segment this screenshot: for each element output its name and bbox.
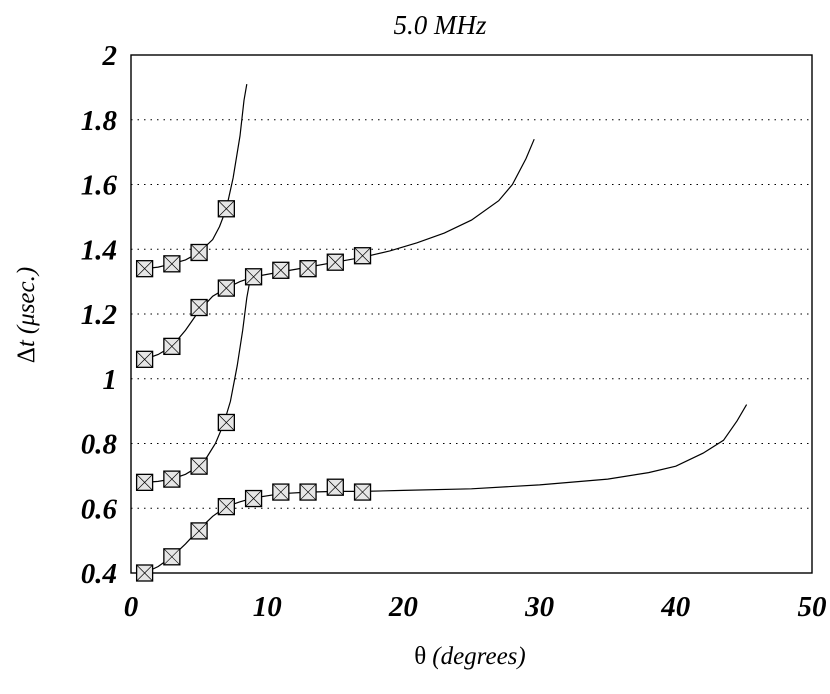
y-tick-label-6: 1.6 bbox=[81, 170, 118, 202]
y-tick-labels: 0.4 0.6 0.8 1 1.2 1.4 1.6 1.8 2 bbox=[81, 40, 118, 590]
y-tick-label-8: 2 bbox=[102, 40, 118, 72]
y-axis-symbol: Δ bbox=[13, 347, 40, 363]
series-2-point-9 bbox=[353, 247, 372, 265]
series-4-point-7 bbox=[299, 483, 317, 501]
y-tick-label-7: 1.8 bbox=[81, 105, 118, 137]
x-tick-label-4: 40 bbox=[660, 591, 690, 623]
chart-title: 5.0 MHz bbox=[394, 10, 487, 40]
series-2-point-4 bbox=[217, 279, 235, 297]
series-3-point-2 bbox=[163, 470, 181, 488]
series-4-point-5 bbox=[244, 489, 263, 508]
x-axis-text: (degrees) bbox=[432, 643, 525, 670]
series-1-point-3 bbox=[190, 243, 208, 262]
x-tick-label-5: 50 bbox=[798, 591, 827, 623]
series-2-point-1 bbox=[135, 350, 154, 368]
series-2-point-5 bbox=[244, 268, 263, 286]
y-tick-label-0: 0.4 bbox=[81, 558, 117, 590]
x-tick-label-3: 30 bbox=[524, 591, 554, 623]
series-1-curve bbox=[144, 83, 248, 270]
x-tick-labels: 0 10 20 30 40 50 bbox=[124, 591, 827, 623]
series-4-point-3 bbox=[190, 522, 208, 540]
series-3-point-3 bbox=[190, 457, 208, 475]
series-1-point-1 bbox=[135, 260, 154, 278]
series-4-point-2 bbox=[163, 548, 181, 566]
y-tick-label-1: 0.6 bbox=[81, 493, 118, 525]
x-axis-symbol: θ bbox=[414, 643, 426, 670]
series-4-point-9 bbox=[353, 483, 372, 501]
y-tick-label-2: 0.8 bbox=[81, 429, 118, 461]
series-2-point-2 bbox=[163, 337, 181, 356]
x-tick-label-0: 0 bbox=[124, 591, 139, 623]
series-2-point-6 bbox=[272, 261, 290, 279]
series-4-point-4 bbox=[217, 497, 235, 516]
series-3-point-1 bbox=[135, 473, 154, 492]
y-tick-label-4: 1.2 bbox=[81, 299, 117, 331]
x-axis-label: θ (degrees) bbox=[414, 643, 525, 670]
x-tick-label-2: 20 bbox=[388, 591, 418, 623]
y-axis-var: t bbox=[13, 339, 40, 347]
y-tick-label-3: 1 bbox=[103, 364, 118, 396]
series-2-point-8 bbox=[326, 253, 344, 271]
plot-frame bbox=[130, 54, 813, 574]
series-2-point-3 bbox=[190, 298, 208, 317]
series-4-point-6 bbox=[272, 483, 290, 501]
series-1-point-4 bbox=[217, 200, 235, 218]
series-3-point-4 bbox=[217, 413, 235, 432]
y-tick-label-5: 1.4 bbox=[81, 234, 117, 266]
data-markers bbox=[135, 200, 372, 582]
series-4-point-8 bbox=[326, 478, 344, 496]
series-4-point-1 bbox=[135, 564, 154, 582]
series-1-point-2 bbox=[163, 255, 181, 273]
y-axis-label: Δt (μsec.) bbox=[13, 267, 40, 363]
y-axis-unit: (μsec.) bbox=[13, 267, 40, 334]
series-2-point-7 bbox=[299, 260, 317, 278]
x-tick-label-1: 10 bbox=[253, 591, 282, 623]
